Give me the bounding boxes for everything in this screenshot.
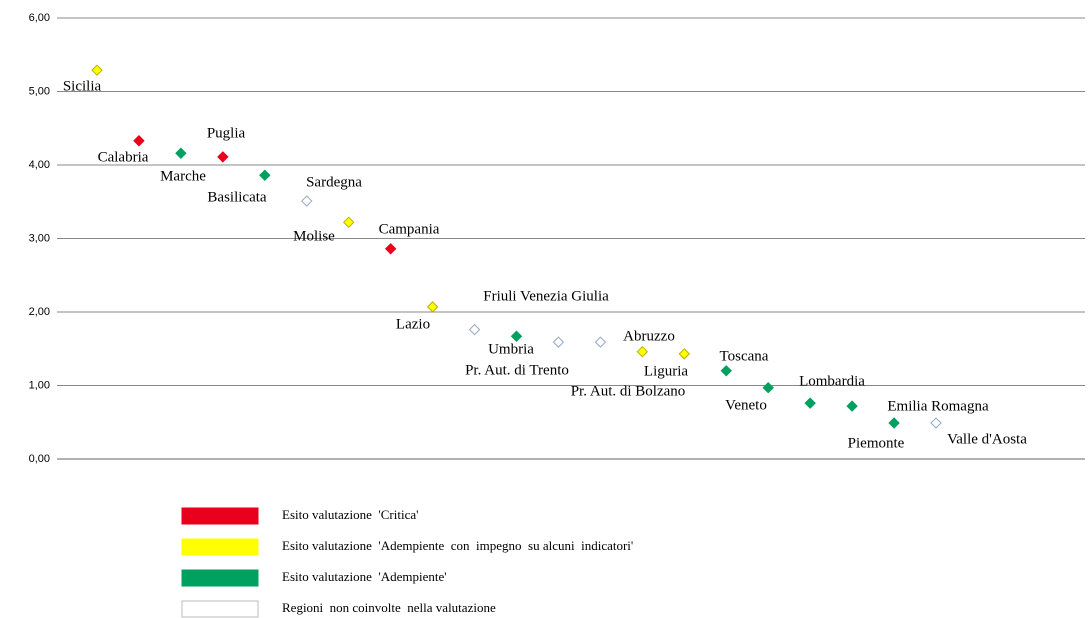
point-label: Puglia xyxy=(207,125,246,141)
point xyxy=(426,301,439,313)
point xyxy=(259,169,271,181)
legend-label: Esito valutazione 'Adempiente con impegn… xyxy=(282,538,633,553)
point-label: Umbria xyxy=(488,341,534,357)
point xyxy=(342,216,355,229)
point-label: Sardegna xyxy=(306,174,362,190)
point xyxy=(762,381,774,394)
legend-label: Esito valutazione 'Critica' xyxy=(282,507,418,522)
point-label: Liguria xyxy=(644,363,688,379)
legend-swatch xyxy=(181,538,259,556)
point xyxy=(594,336,607,348)
point-label: Basilicata xyxy=(207,189,266,205)
point xyxy=(720,365,732,377)
point xyxy=(301,195,313,207)
point xyxy=(384,243,397,255)
point xyxy=(133,135,145,147)
point xyxy=(552,336,565,348)
legend-swatch xyxy=(181,569,259,587)
point-label: Molise xyxy=(293,228,335,244)
point-label: Lombardia xyxy=(799,373,865,389)
point-label: Sicilia xyxy=(63,78,102,94)
y-tick-label: 2,00 xyxy=(29,306,50,318)
point xyxy=(217,151,229,163)
point xyxy=(468,323,481,336)
point-label: Lazio xyxy=(396,316,430,332)
y-tick-label: 0,00 xyxy=(29,453,50,465)
point xyxy=(846,400,858,412)
y-tick-label: 6,00 xyxy=(29,12,50,24)
point-label: Pr. Aut. di Trento xyxy=(465,362,569,378)
y-tick-label: 4,00 xyxy=(29,159,50,171)
legend-swatch xyxy=(181,507,259,525)
legend-label: Esito valutazione 'Adempiente' xyxy=(282,569,447,584)
legend-swatch xyxy=(181,600,259,618)
point-label: Campania xyxy=(379,221,440,237)
point-label: Friuli Venezia Giulia xyxy=(483,288,609,304)
point xyxy=(636,345,649,358)
point xyxy=(930,417,942,429)
point-label: Marche xyxy=(160,168,206,184)
point-label: Veneto xyxy=(725,397,767,413)
point xyxy=(888,417,900,429)
point-label: Pr. Aut. di Bolzano xyxy=(571,383,686,399)
point xyxy=(91,64,103,76)
point xyxy=(678,348,691,360)
point-label: Emilia Romagna xyxy=(887,398,989,414)
point xyxy=(510,330,523,342)
point-label: Abruzzo xyxy=(623,328,675,344)
point xyxy=(175,147,187,159)
point-label: Toscana xyxy=(720,348,769,364)
legend-label: Regioni non coinvolte nella valutazione xyxy=(282,600,496,615)
y-tick-label: 1,00 xyxy=(29,379,50,391)
point xyxy=(804,397,816,409)
y-tick-label: 5,00 xyxy=(29,85,50,97)
point-label: Valle d'Aosta xyxy=(947,431,1027,447)
point-label: Piemonte xyxy=(848,435,905,451)
point-label: Calabria xyxy=(98,149,149,165)
y-tick-label: 3,00 xyxy=(29,232,50,244)
